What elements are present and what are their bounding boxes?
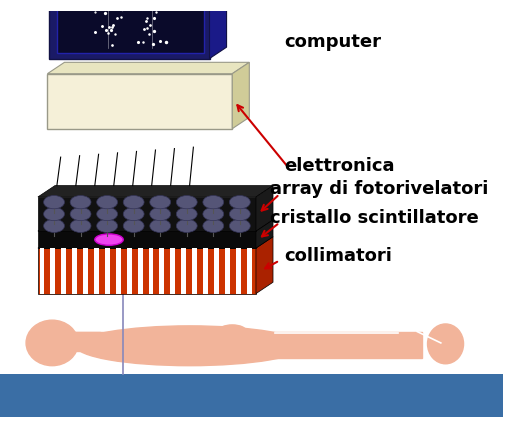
Ellipse shape [218,325,246,338]
Text: elettronica: elettronica [285,157,395,175]
Bar [203,248,208,294]
Bar [83,248,88,294]
Text: collimatori: collimatori [285,247,392,265]
Bar [116,248,121,294]
Ellipse shape [26,320,78,366]
Ellipse shape [70,196,91,209]
Polygon shape [232,62,250,129]
Bar [72,248,77,294]
Bar [225,248,230,294]
Ellipse shape [176,207,197,221]
Text: computer: computer [285,33,381,51]
Bar [38,197,256,231]
Ellipse shape [150,219,170,232]
Bar [192,248,197,294]
Ellipse shape [176,196,197,209]
Ellipse shape [229,196,250,209]
Ellipse shape [229,219,250,232]
Polygon shape [256,186,273,231]
Bar [181,248,186,294]
Bar [66,332,180,349]
Text: cristallo scintillatore: cristallo scintillatore [270,209,479,227]
Ellipse shape [123,196,144,209]
Ellipse shape [44,196,64,209]
Ellipse shape [44,219,64,232]
Polygon shape [38,237,273,248]
Ellipse shape [150,196,170,209]
Bar [62,248,66,294]
Ellipse shape [203,219,224,232]
Bar [247,248,252,294]
Polygon shape [256,220,273,248]
Bar [50,248,55,294]
Polygon shape [210,0,227,59]
Bar [214,248,219,294]
Bar [0,374,503,417]
Ellipse shape [176,219,197,232]
Bar [127,248,132,294]
Ellipse shape [203,207,224,221]
Ellipse shape [97,219,117,232]
Ellipse shape [427,324,464,364]
Bar [71,332,99,351]
Bar [236,248,241,294]
Polygon shape [47,62,250,74]
Bar [49,0,210,59]
Ellipse shape [44,207,64,221]
Ellipse shape [95,234,123,245]
Ellipse shape [70,207,91,221]
Bar [38,231,256,248]
Ellipse shape [229,207,250,221]
Bar [251,332,422,358]
Ellipse shape [70,219,91,232]
Bar [105,248,110,294]
Ellipse shape [97,196,117,209]
Bar [94,248,99,294]
Ellipse shape [203,196,224,209]
Ellipse shape [123,219,144,232]
Bar [47,74,232,129]
Ellipse shape [97,207,117,221]
Ellipse shape [150,207,170,221]
Polygon shape [256,237,273,294]
Bar [138,248,143,294]
Bar [170,248,175,294]
Bar [57,0,204,53]
Ellipse shape [123,207,144,221]
Bar [159,248,165,294]
Text: array di fotorivelatori: array di fotorivelatori [270,180,489,198]
Polygon shape [38,186,273,197]
Bar [38,248,256,294]
Bar [39,248,45,294]
Bar [149,248,153,294]
Polygon shape [38,220,273,231]
Ellipse shape [76,326,303,366]
